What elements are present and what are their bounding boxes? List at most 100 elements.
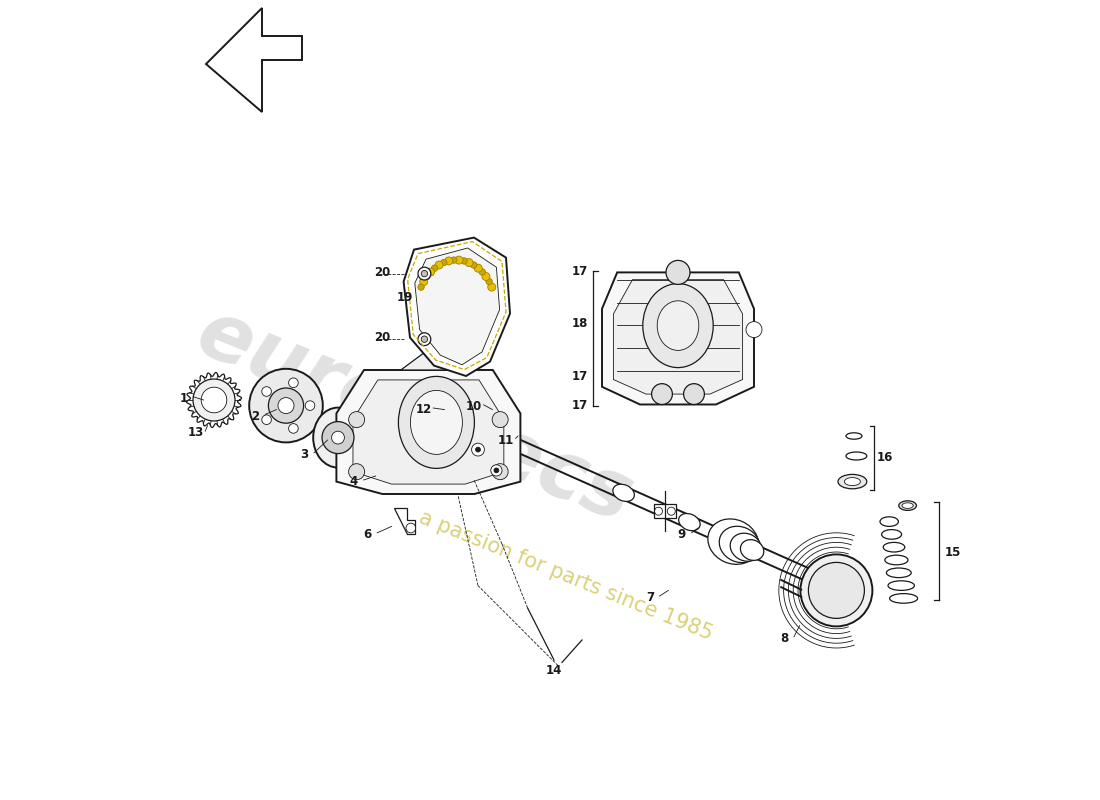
Circle shape [746, 322, 762, 338]
Circle shape [451, 257, 456, 263]
Circle shape [192, 379, 235, 421]
Polygon shape [404, 238, 510, 376]
Text: 6: 6 [363, 528, 372, 541]
Ellipse shape [730, 534, 761, 562]
Circle shape [349, 411, 364, 427]
Circle shape [482, 273, 490, 281]
Text: 3: 3 [300, 448, 308, 461]
Circle shape [427, 268, 434, 276]
Ellipse shape [884, 555, 908, 565]
Circle shape [424, 274, 430, 280]
Ellipse shape [845, 478, 860, 486]
Circle shape [268, 388, 304, 423]
Ellipse shape [880, 517, 899, 526]
Ellipse shape [888, 581, 914, 590]
Text: 4: 4 [350, 475, 359, 488]
Text: 20: 20 [374, 331, 390, 344]
Circle shape [349, 464, 364, 480]
Ellipse shape [883, 542, 905, 552]
Circle shape [418, 333, 431, 346]
Text: 2: 2 [252, 410, 260, 422]
Text: 9: 9 [678, 528, 686, 541]
Ellipse shape [398, 376, 474, 468]
Text: 11: 11 [498, 434, 514, 446]
Circle shape [683, 384, 704, 405]
Circle shape [288, 378, 298, 387]
Circle shape [305, 401, 315, 410]
Text: 16: 16 [877, 451, 893, 464]
Circle shape [421, 336, 428, 342]
Ellipse shape [838, 474, 867, 489]
Polygon shape [602, 272, 754, 405]
Text: eurospecs: eurospecs [185, 293, 644, 539]
Text: 19: 19 [396, 291, 412, 304]
Circle shape [420, 278, 428, 286]
Circle shape [455, 256, 463, 264]
Ellipse shape [410, 390, 462, 454]
Circle shape [250, 369, 322, 442]
Ellipse shape [642, 284, 713, 368]
Ellipse shape [679, 514, 700, 530]
Circle shape [201, 387, 227, 413]
Text: 17: 17 [572, 399, 588, 412]
Text: 20: 20 [374, 266, 390, 278]
Ellipse shape [899, 501, 916, 510]
Circle shape [475, 447, 481, 452]
Ellipse shape [887, 568, 911, 578]
Text: 7: 7 [646, 591, 654, 604]
Circle shape [492, 411, 508, 427]
Polygon shape [337, 370, 520, 494]
Text: 18: 18 [572, 317, 588, 330]
Ellipse shape [881, 530, 902, 539]
Ellipse shape [657, 301, 698, 350]
Circle shape [262, 386, 272, 396]
Circle shape [666, 261, 690, 284]
Circle shape [418, 267, 431, 280]
Polygon shape [653, 504, 676, 518]
Circle shape [486, 278, 493, 285]
Polygon shape [614, 280, 742, 394]
Polygon shape [206, 8, 302, 112]
Ellipse shape [708, 519, 759, 564]
Circle shape [808, 562, 865, 618]
Circle shape [471, 262, 477, 268]
Circle shape [375, 467, 388, 480]
Circle shape [651, 384, 672, 405]
Ellipse shape [314, 407, 363, 467]
Ellipse shape [740, 540, 763, 560]
Circle shape [278, 398, 294, 414]
Text: 14: 14 [546, 664, 562, 677]
Circle shape [801, 554, 872, 626]
Circle shape [487, 283, 496, 291]
Text: 13: 13 [187, 426, 204, 439]
Circle shape [421, 270, 428, 277]
Circle shape [322, 422, 354, 454]
Text: 15: 15 [945, 546, 960, 558]
Text: 17: 17 [572, 265, 588, 278]
Circle shape [465, 258, 473, 266]
Circle shape [418, 284, 425, 290]
Text: a passion for parts since 1985: a passion for parts since 1985 [416, 508, 716, 644]
Circle shape [434, 261, 443, 269]
Circle shape [406, 523, 416, 533]
Circle shape [492, 464, 508, 480]
Circle shape [444, 257, 453, 265]
Polygon shape [394, 508, 415, 534]
Ellipse shape [890, 594, 917, 603]
Circle shape [494, 468, 498, 473]
Text: 12: 12 [416, 403, 431, 416]
Text: 1: 1 [179, 392, 188, 405]
Circle shape [288, 424, 298, 434]
Polygon shape [415, 248, 499, 365]
Circle shape [461, 258, 468, 264]
Polygon shape [353, 380, 504, 484]
Circle shape [474, 264, 482, 272]
Text: 10: 10 [466, 400, 482, 413]
Circle shape [480, 269, 485, 275]
Circle shape [431, 265, 438, 271]
Circle shape [331, 431, 344, 444]
Circle shape [472, 443, 484, 456]
Circle shape [262, 415, 272, 425]
Ellipse shape [902, 502, 913, 509]
Polygon shape [400, 342, 493, 370]
